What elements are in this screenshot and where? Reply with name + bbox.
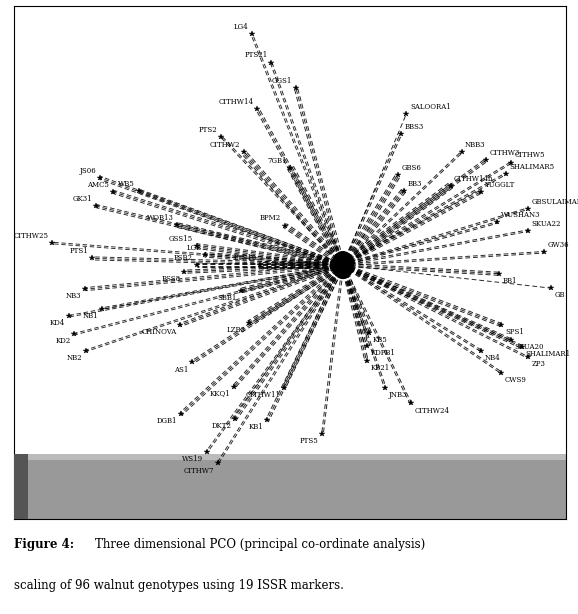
Text: JNB3: JNB3 [389, 391, 407, 399]
Text: NBB3: NBB3 [465, 141, 486, 149]
Text: 7GB1: 7GB1 [268, 157, 287, 165]
Text: GSS15: GSS15 [169, 235, 193, 243]
Text: KKQ1: KKQ1 [210, 390, 231, 398]
Text: PSB2: PSB2 [174, 254, 193, 262]
Text: PTS10: PTS10 [234, 254, 257, 262]
Text: CITHW24: CITHW24 [414, 406, 449, 414]
Bar [14, 460, 566, 519]
Bar [14, 454, 566, 460]
Text: CITHW14: CITHW14 [218, 98, 254, 106]
Text: WS19: WS19 [182, 455, 203, 463]
Text: BBS3: BBS3 [405, 123, 424, 131]
Text: SKUA22: SKUA22 [531, 220, 561, 228]
Text: SPS1: SPS1 [505, 328, 524, 336]
Text: GW36: GW36 [548, 241, 569, 249]
Text: KB5: KB5 [372, 336, 387, 344]
Text: GGS1: GGS1 [272, 77, 292, 85]
Text: CWS9: CWS9 [505, 376, 527, 384]
Text: YUGGLT: YUGGLT [484, 181, 515, 188]
Text: CHINOVA: CHINOVA [141, 328, 176, 336]
Text: SHALIMAR5: SHALIMAR5 [509, 163, 554, 171]
Text: KD2: KD2 [55, 337, 71, 345]
Text: AS1: AS1 [174, 365, 188, 373]
Text: SBB1: SBB1 [218, 293, 237, 301]
Ellipse shape [332, 251, 354, 279]
Text: WB5: WB5 [118, 180, 135, 188]
Text: GBSULAIMAN: GBSULAIMAN [531, 198, 578, 206]
Text: JS06: JS06 [80, 167, 97, 175]
Text: GB: GB [554, 291, 565, 299]
Text: KD4: KD4 [50, 319, 65, 327]
Text: BB3: BB3 [407, 180, 421, 188]
Text: KB21: KB21 [370, 364, 390, 372]
Text: CITHW14b: CITHW14b [454, 174, 494, 182]
Text: DKT2: DKT2 [212, 422, 232, 430]
Text: GK31: GK31 [73, 195, 92, 203]
Text: LZB3: LZB3 [227, 326, 246, 334]
Text: CITHW11: CITHW11 [245, 391, 280, 399]
Text: CITHW3: CITHW3 [490, 149, 520, 157]
Text: LG4: LG4 [234, 23, 248, 31]
Text: BPM2: BPM2 [260, 214, 281, 222]
Text: GBS6: GBS6 [402, 165, 421, 173]
Text: NB4: NB4 [484, 354, 500, 362]
Text: SHALIMAR1: SHALIMAR1 [526, 350, 571, 358]
Text: NB1: NB1 [83, 312, 98, 320]
Text: PTS21: PTS21 [244, 52, 268, 60]
Text: CITHW7: CITHW7 [183, 467, 214, 475]
Text: DGB1: DGB1 [157, 417, 177, 425]
Text: PTS5: PTS5 [300, 437, 319, 445]
Text: CITHW5: CITHW5 [515, 152, 545, 160]
Text: BB1: BB1 [503, 277, 517, 285]
Text: LGB: LGB [186, 244, 201, 252]
Text: KB1: KB1 [249, 424, 264, 432]
Text: BSS8: BSS8 [162, 275, 181, 283]
Text: Three dimensional PCO (principal co-ordinate analysis): Three dimensional PCO (principal co-ordi… [95, 538, 425, 551]
Text: scaling of 96 walnut genotypes using 19 ISSR markers.: scaling of 96 walnut genotypes using 19 … [14, 579, 344, 592]
Text: NB2: NB2 [67, 354, 83, 362]
Text: Figure 4:: Figure 4: [14, 538, 75, 551]
Text: WOB13: WOB13 [147, 214, 174, 222]
Text: WUSHAN3: WUSHAN3 [501, 211, 540, 219]
Bar [14, 454, 28, 519]
Text: SALOORA1: SALOORA1 [410, 103, 451, 111]
Text: AMC5: AMC5 [87, 181, 109, 188]
Text: ZP3: ZP3 [531, 360, 545, 368]
Text: KDPB1: KDPB1 [370, 349, 395, 357]
Text: PTS1: PTS1 [69, 247, 88, 255]
Text: SKUA20: SKUA20 [515, 343, 544, 351]
Text: CITHW25: CITHW25 [13, 232, 49, 240]
Text: PTS2: PTS2 [199, 126, 218, 134]
Text: NB3: NB3 [66, 292, 81, 300]
Text: CITHW2: CITHW2 [209, 141, 240, 149]
